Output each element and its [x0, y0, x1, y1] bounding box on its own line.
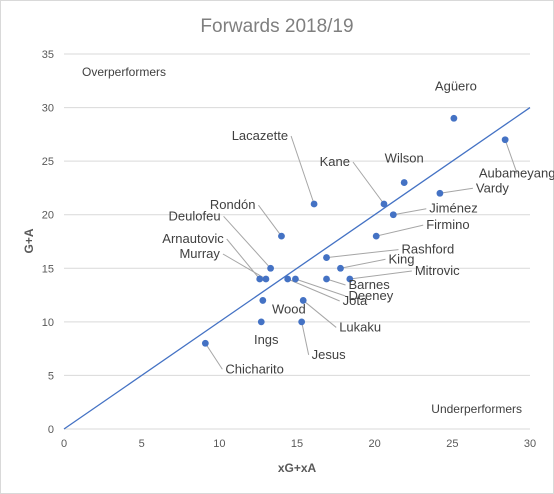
x-axis-title: xG+xA: [278, 461, 317, 475]
data-point: [389, 211, 397, 219]
data-label: Kane: [320, 154, 350, 169]
leader-line: [349, 270, 412, 280]
data-point: [262, 275, 270, 283]
data-label: Jiménez: [429, 201, 477, 216]
data-point: [201, 339, 209, 347]
leader-line: [439, 187, 473, 194]
leader-line: [222, 253, 267, 280]
data-point: [278, 232, 285, 240]
y-tick-label: 35: [42, 49, 54, 61]
data-point: [436, 189, 444, 197]
reference-line: [63, 107, 531, 430]
y-axis-title: G+A: [22, 228, 36, 253]
data-label: Arnautovic: [162, 231, 224, 246]
data-label: Aubameyang: [479, 166, 554, 181]
leader-line: [340, 258, 386, 269]
data-label: Jesus: [312, 347, 346, 362]
data-point: [257, 318, 265, 326]
data-label: Chicharito: [225, 361, 284, 376]
data-label: Deulofeu: [169, 208, 221, 223]
x-tick-label: 0: [61, 438, 67, 450]
x-tick-label: 15: [291, 438, 303, 450]
y-tick-label: 25: [42, 156, 54, 168]
data-point: [372, 232, 380, 240]
y-tick-label: 5: [48, 370, 54, 382]
data-points: [201, 114, 509, 347]
leader-line: [326, 249, 399, 259]
leader-line: [376, 224, 424, 237]
data-label: Wilson: [385, 151, 424, 166]
y-tick-label: 30: [42, 103, 54, 115]
data-point: [323, 275, 330, 283]
leader-line: [258, 204, 282, 237]
diagonal-line: [63, 107, 531, 430]
x-tick-label: 5: [139, 438, 145, 450]
y-tick-label: 0: [48, 424, 54, 436]
leader-lines: [204, 135, 518, 370]
data-label: Barnes: [349, 277, 391, 292]
data-point: [256, 275, 264, 283]
annotation-text: Underperformers: [431, 402, 522, 416]
leader-line: [223, 215, 271, 269]
x-tick-label: 30: [524, 438, 536, 450]
data-label: Murray: [179, 246, 220, 261]
annotations: Overperformers Underperformers: [82, 65, 522, 416]
x-tick-label: 25: [446, 438, 458, 450]
data-point: [323, 254, 330, 261]
data-point: [380, 200, 388, 208]
y-tick-label: 15: [42, 263, 54, 275]
data-point: [299, 297, 307, 304]
x-tick-label: 10: [213, 438, 225, 450]
data-label: Mitrovic: [415, 263, 460, 278]
leader-line: [302, 300, 337, 328]
leader-line: [393, 208, 427, 216]
leader-line: [204, 343, 223, 370]
y-tick-label: 10: [42, 317, 54, 329]
data-label: King: [388, 251, 414, 266]
leader-line: [295, 278, 346, 297]
data-point: [450, 114, 458, 122]
data-label: Lacazette: [232, 128, 288, 143]
data-point: [346, 275, 354, 283]
leader-line: [301, 321, 310, 355]
data-point: [259, 297, 267, 304]
data-label: Deeney: [348, 288, 393, 303]
data-label: Vardy: [476, 180, 509, 195]
x-tick-label: 20: [369, 438, 381, 450]
data-point: [284, 275, 292, 283]
data-point: [501, 136, 509, 144]
data-point: [298, 318, 306, 326]
data-label: Firmino: [426, 217, 469, 232]
data-label: Rashford: [402, 242, 455, 257]
axes: 0 5 10 15 20 25 30 35 0 5 10 15 20 25 30: [42, 49, 536, 450]
annotation-text: Overperformers: [82, 65, 166, 79]
leader-line: [290, 135, 315, 205]
leader-line: [504, 139, 518, 174]
data-point: [400, 179, 408, 186]
data-label: Wood: [272, 301, 306, 316]
data-point: [310, 200, 318, 208]
data-label: Jota: [343, 293, 368, 308]
y-tick-label: 20: [42, 210, 54, 222]
data-point: [337, 264, 344, 272]
chart-title: Forwards 2018/19: [200, 16, 353, 37]
leader-line: [352, 161, 385, 205]
data-label: Agüero: [435, 78, 477, 93]
data-point: [267, 264, 274, 272]
leader-line: [287, 278, 340, 302]
data-point: [292, 275, 299, 283]
data-label: Rondón: [210, 197, 256, 212]
data-label: Lukaku: [339, 319, 381, 334]
data-label: Ings: [254, 332, 279, 347]
